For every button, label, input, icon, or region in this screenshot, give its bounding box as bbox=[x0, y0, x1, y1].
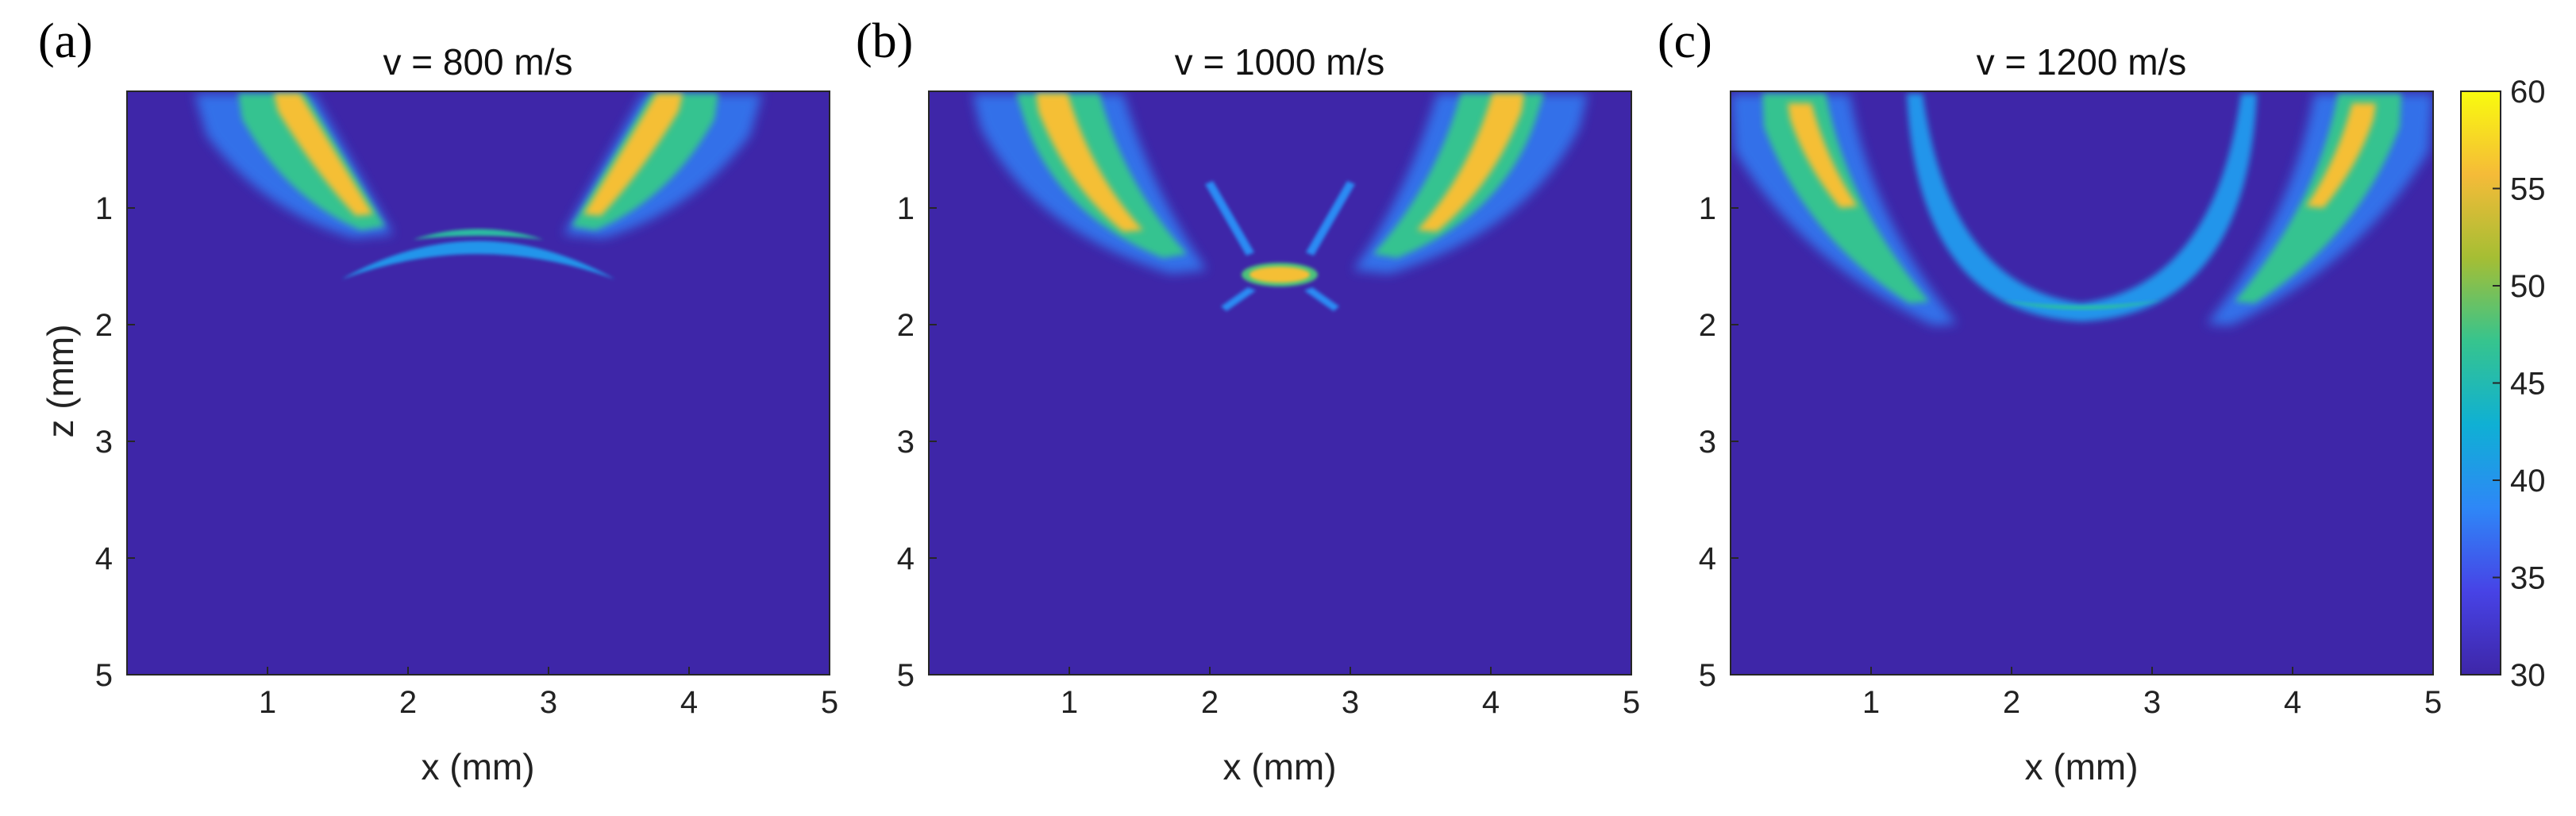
panel-title: v = 1200 m/s bbox=[1977, 41, 2187, 83]
colorbar-tick-label: 55 bbox=[2510, 172, 2546, 207]
panel-a: (a) v = 800 m/s 1 2 3 4 5 1 2 3 4 5 x (mm) z (mm… bbox=[38, 14, 838, 787]
panel-label: (b) bbox=[856, 14, 913, 68]
x-tick-labels: 1 2 3 4 5 bbox=[1061, 667, 1640, 720]
y-tick-label: 2 bbox=[897, 308, 914, 343]
y-axis-label: z (mm) bbox=[40, 324, 81, 437]
colorbar-tick-label: 30 bbox=[2510, 658, 2546, 693]
x-tick-labels: 1 2 3 4 5 bbox=[259, 667, 838, 720]
y-tick-label: 5 bbox=[897, 658, 914, 693]
beam-right-peak bbox=[1417, 94, 1524, 232]
x-tick-label: 2 bbox=[2003, 685, 2020, 720]
beam-left-peak bbox=[1788, 103, 1858, 208]
panel-c: (c) v = 1200 m/s 1 2 3 4 5 1 2 3 4 5 x (mm) bbox=[1658, 14, 2442, 787]
y-tick-labels: 1 2 3 4 5 bbox=[95, 191, 135, 693]
lobe-lower-left bbox=[1221, 287, 1256, 311]
lobe-upper-right bbox=[1306, 181, 1355, 256]
x-axis-label: x (mm) bbox=[1223, 746, 1336, 787]
colorbar-tick-label: 60 bbox=[2510, 75, 2546, 110]
x-tick-label: 2 bbox=[1201, 685, 1219, 720]
y-tick-label: 1 bbox=[1699, 191, 1716, 226]
beam-left-peak bbox=[1036, 94, 1143, 232]
x-tick-label: 2 bbox=[399, 685, 417, 720]
y-tick-labels: 1 2 3 4 5 bbox=[1699, 191, 1739, 693]
axes-frame bbox=[928, 90, 1632, 676]
y-tick-label: 4 bbox=[897, 541, 914, 576]
y-tick-label: 5 bbox=[95, 658, 113, 693]
axes-frame bbox=[126, 90, 830, 676]
x-tick-label: 5 bbox=[821, 685, 838, 720]
y-tick-label: 4 bbox=[95, 541, 113, 576]
focus-spot bbox=[1249, 267, 1310, 283]
u-arc bbox=[1907, 94, 2257, 321]
y-tick-label: 5 bbox=[1699, 658, 1716, 693]
heatmap-plot-area bbox=[127, 91, 830, 675]
colorbar-tick-label: 45 bbox=[2510, 367, 2546, 402]
x-axis-label: x (mm) bbox=[2024, 746, 2138, 787]
y-tick-label: 3 bbox=[1699, 425, 1716, 460]
lobe-lower-right bbox=[1304, 287, 1339, 311]
panel-label: (c) bbox=[1658, 14, 1712, 68]
colorbar-tick-label: 40 bbox=[2510, 464, 2546, 498]
beam-right-peak bbox=[2306, 103, 2376, 208]
x-tick-label: 5 bbox=[2424, 685, 2442, 720]
focus-arc bbox=[341, 241, 615, 279]
heatmap-plot-area bbox=[1731, 91, 2433, 675]
x-tick-label: 4 bbox=[680, 685, 698, 720]
heatmap-background bbox=[127, 91, 830, 675]
x-axis-label: x (mm) bbox=[421, 746, 534, 787]
y-tick-label: 2 bbox=[1699, 308, 1716, 343]
colorbar-tick-labels: 30 35 40 45 50 55 60 bbox=[2493, 75, 2546, 693]
x-tick-label: 1 bbox=[1862, 685, 1880, 720]
x-tick-label: 3 bbox=[1342, 685, 1359, 720]
y-tick-labels: 1 2 3 4 5 bbox=[897, 191, 937, 693]
y-tick-label: 3 bbox=[95, 425, 113, 460]
x-tick-label: 1 bbox=[1061, 685, 1078, 720]
x-tick-label: 1 bbox=[259, 685, 276, 720]
y-tick-label: 3 bbox=[897, 425, 914, 460]
x-tick-label: 4 bbox=[2284, 685, 2301, 720]
focus-arc-core bbox=[413, 229, 544, 240]
u-arc-bottom bbox=[2000, 300, 2163, 310]
y-tick-label: 2 bbox=[95, 308, 113, 343]
panel-title: v = 1000 m/s bbox=[1175, 41, 1385, 83]
colorbar-tick-label: 50 bbox=[2510, 269, 2546, 304]
beam-right-peak bbox=[583, 94, 683, 216]
lobe-upper-left bbox=[1205, 181, 1254, 256]
axes-frame bbox=[1730, 90, 2434, 676]
x-tick-label: 3 bbox=[2143, 685, 2161, 720]
panel-title: v = 800 m/s bbox=[383, 41, 572, 83]
heatmap-plot-area bbox=[929, 91, 1631, 675]
beam-left-peak bbox=[274, 94, 373, 216]
panel-b: (b) v = 1000 m/s 1 2 3 4 5 1 2 3 4 5 x (mm) bbox=[856, 14, 1640, 787]
x-tick-label: 3 bbox=[540, 685, 557, 720]
x-tick-label: 5 bbox=[1623, 685, 1640, 720]
colorbar: 30 35 40 45 50 55 60 bbox=[2460, 75, 2546, 693]
x-tick-labels: 1 2 3 4 5 bbox=[1862, 667, 2442, 720]
y-tick-label: 1 bbox=[897, 191, 914, 226]
y-tick-label: 1 bbox=[95, 191, 113, 226]
panel-label: (a) bbox=[38, 14, 93, 68]
colorbar-tick-label: 35 bbox=[2510, 561, 2546, 596]
y-tick-label: 4 bbox=[1699, 541, 1716, 576]
x-tick-label: 4 bbox=[1482, 685, 1500, 720]
